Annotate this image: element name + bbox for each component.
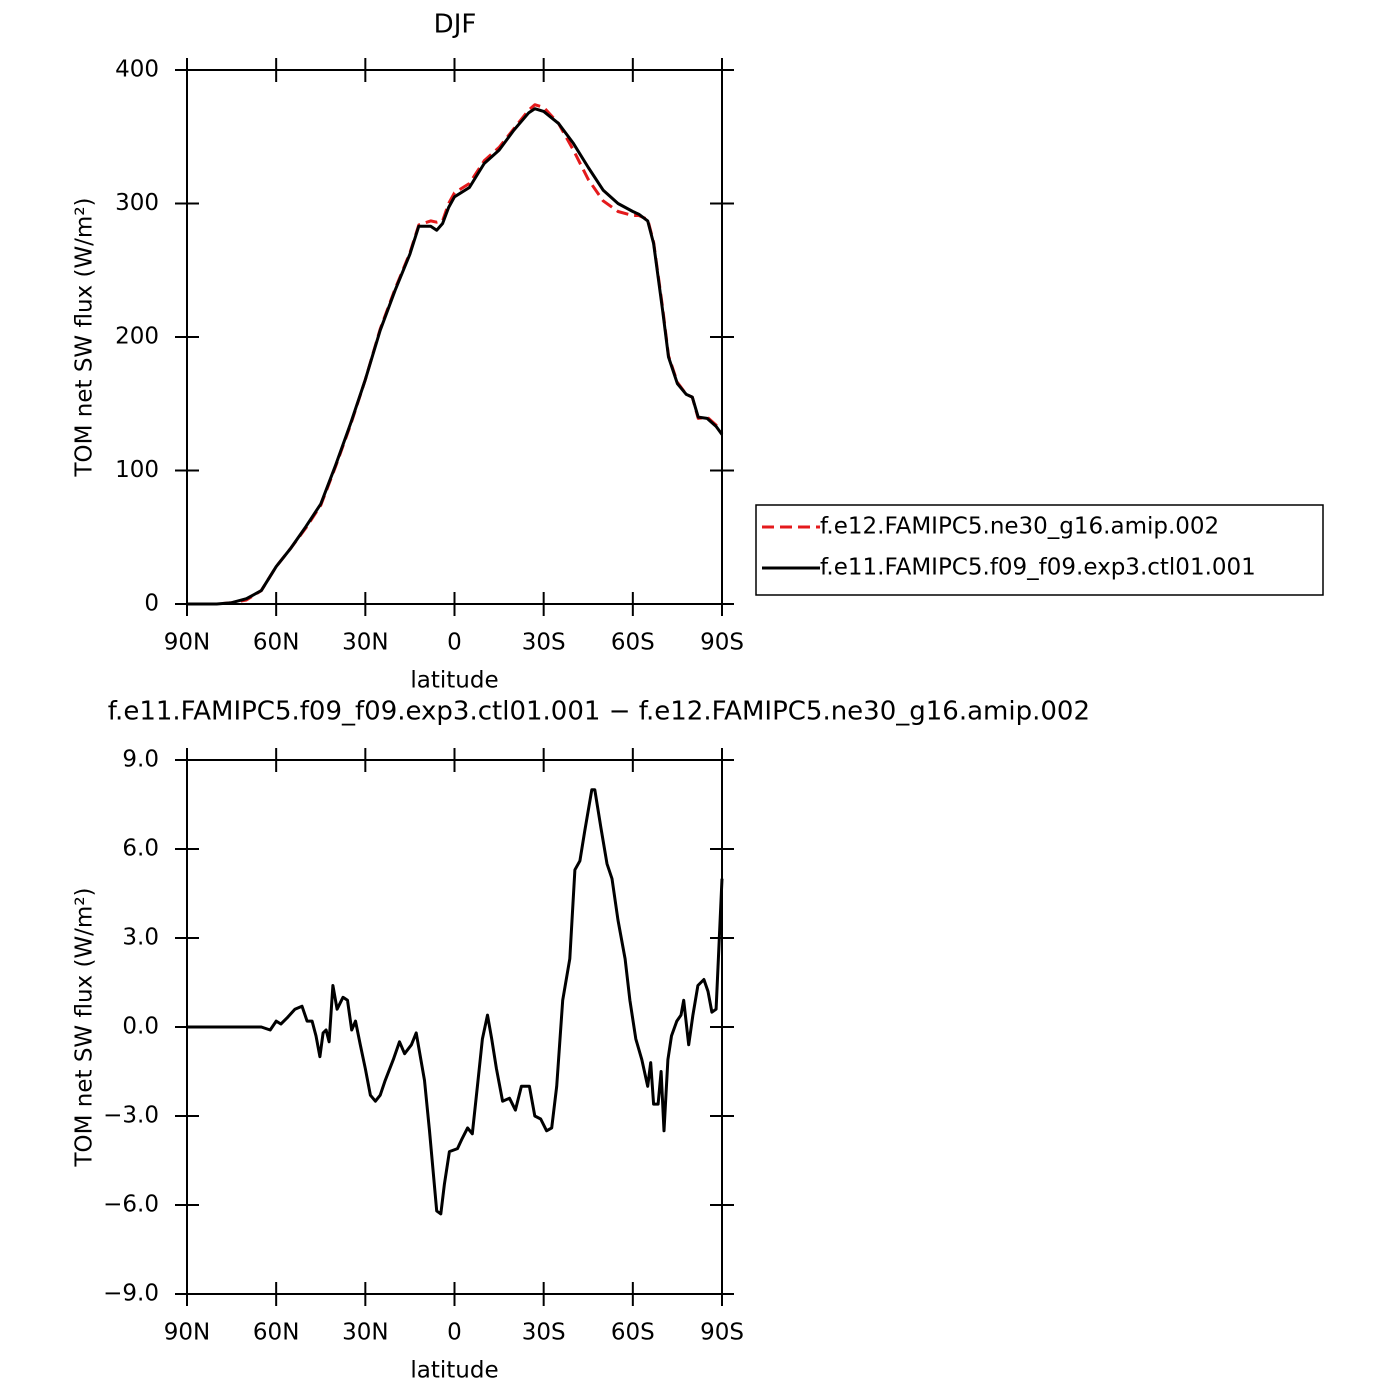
x-tick-label: 0 <box>447 630 462 656</box>
y-axis-label: TOM net SW flux (W/m²) <box>72 197 98 477</box>
x-tick-label: 30S <box>522 1320 566 1346</box>
x-tick-label: 30N <box>342 630 388 656</box>
y-tick-label: −6.0 <box>103 1192 159 1218</box>
y-tick-label: 3.0 <box>122 925 159 951</box>
y-tick-label: 0.0 <box>122 1014 159 1040</box>
x-tick-label: 60N <box>253 1320 299 1346</box>
legend-label: f.e11.FAMIPC5.f09_f09.exp3.ctl01.001 <box>820 555 1256 581</box>
y-tick-label: 9.0 <box>122 747 159 773</box>
series-line <box>187 107 724 606</box>
x-tick-label: 60S <box>611 630 655 656</box>
x-tick-label: 90N <box>164 1320 210 1346</box>
y-tick-label: 100 <box>115 457 159 483</box>
y-tick-label: 400 <box>115 57 159 83</box>
series-line <box>187 103 724 606</box>
y-tick-label: −3.0 <box>103 1103 159 1129</box>
plot: 0 100 200 300 400 90N 60N 30N 0 30S 60S 90S latitude… <box>72 10 744 694</box>
chart-title: DJF <box>434 10 477 40</box>
legend-box <box>755 504 1324 596</box>
y-axis-label: TOM net SW flux (W/m²) <box>72 887 98 1167</box>
x-tick-label: 0 <box>447 1320 462 1346</box>
x-tick-label: 90N <box>164 630 210 656</box>
chart-title: f.e11.FAMIPC5.f09_f09.exp3.ctl01.001 − f… <box>108 697 1090 727</box>
plot-frame <box>186 69 723 605</box>
x-tick-label: 60S <box>611 1320 655 1346</box>
x-axis-label: latitude <box>410 1358 498 1384</box>
x-tick-label: 90S <box>700 1320 744 1346</box>
y-tick-label: 300 <box>115 190 159 216</box>
plot-frame <box>186 759 723 1295</box>
x-tick-label: 30N <box>342 1320 388 1346</box>
x-tick-label: 60N <box>253 630 299 656</box>
x-tick-label: 90S <box>700 630 744 656</box>
y-tick-label: −9.0 <box>103 1281 159 1307</box>
legend-label: f.e12.FAMIPC5.ne30_g16.amip.002 <box>820 514 1219 540</box>
series-line <box>187 788 724 1216</box>
x-tick-label: 30S <box>522 630 566 656</box>
legend: f.e12.FAMIPC5.ne30_g16.amip.002 f.e11.FAM… <box>755 504 1324 596</box>
y-tick-label: 0 <box>144 591 159 617</box>
x-axis-label: latitude <box>410 668 498 694</box>
y-tick-label: 6.0 <box>122 836 159 862</box>
y-tick-label: 200 <box>115 324 159 350</box>
plot: −9.0 −6.0 −3.0 0.0 3.0 6.0 9.0 90N 60N 30N 0 30S 60S… <box>72 697 1091 1384</box>
